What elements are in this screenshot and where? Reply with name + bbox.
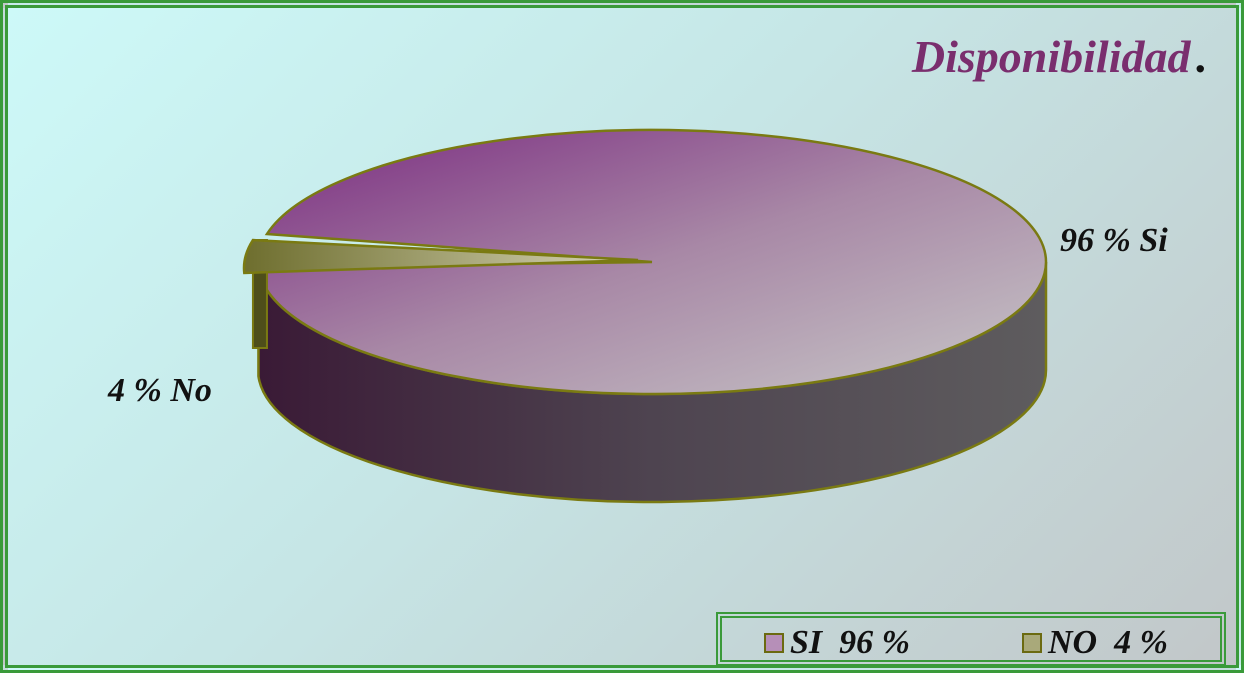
legend: SI 96 % NO 4 % [716, 612, 1226, 666]
slice-no [242, 238, 639, 275]
legend-item-si: SI 96 % [764, 624, 910, 662]
chart-title: Disponibilidad. [911, 31, 1207, 82]
title-suffix: . [1194, 31, 1207, 82]
legend-swatch-no [1022, 633, 1042, 653]
legend-item-no: NO 4 % [1022, 624, 1168, 662]
legend-label-no: NO 4 % [1048, 624, 1168, 661]
legend-swatch-si [764, 633, 784, 653]
slice-label-no: 4 % No [108, 372, 212, 409]
slice-label-si: 96 % Si [1060, 222, 1168, 259]
slice-si [256, 128, 1048, 396]
legend-label-si: SI 96 % [790, 624, 910, 661]
